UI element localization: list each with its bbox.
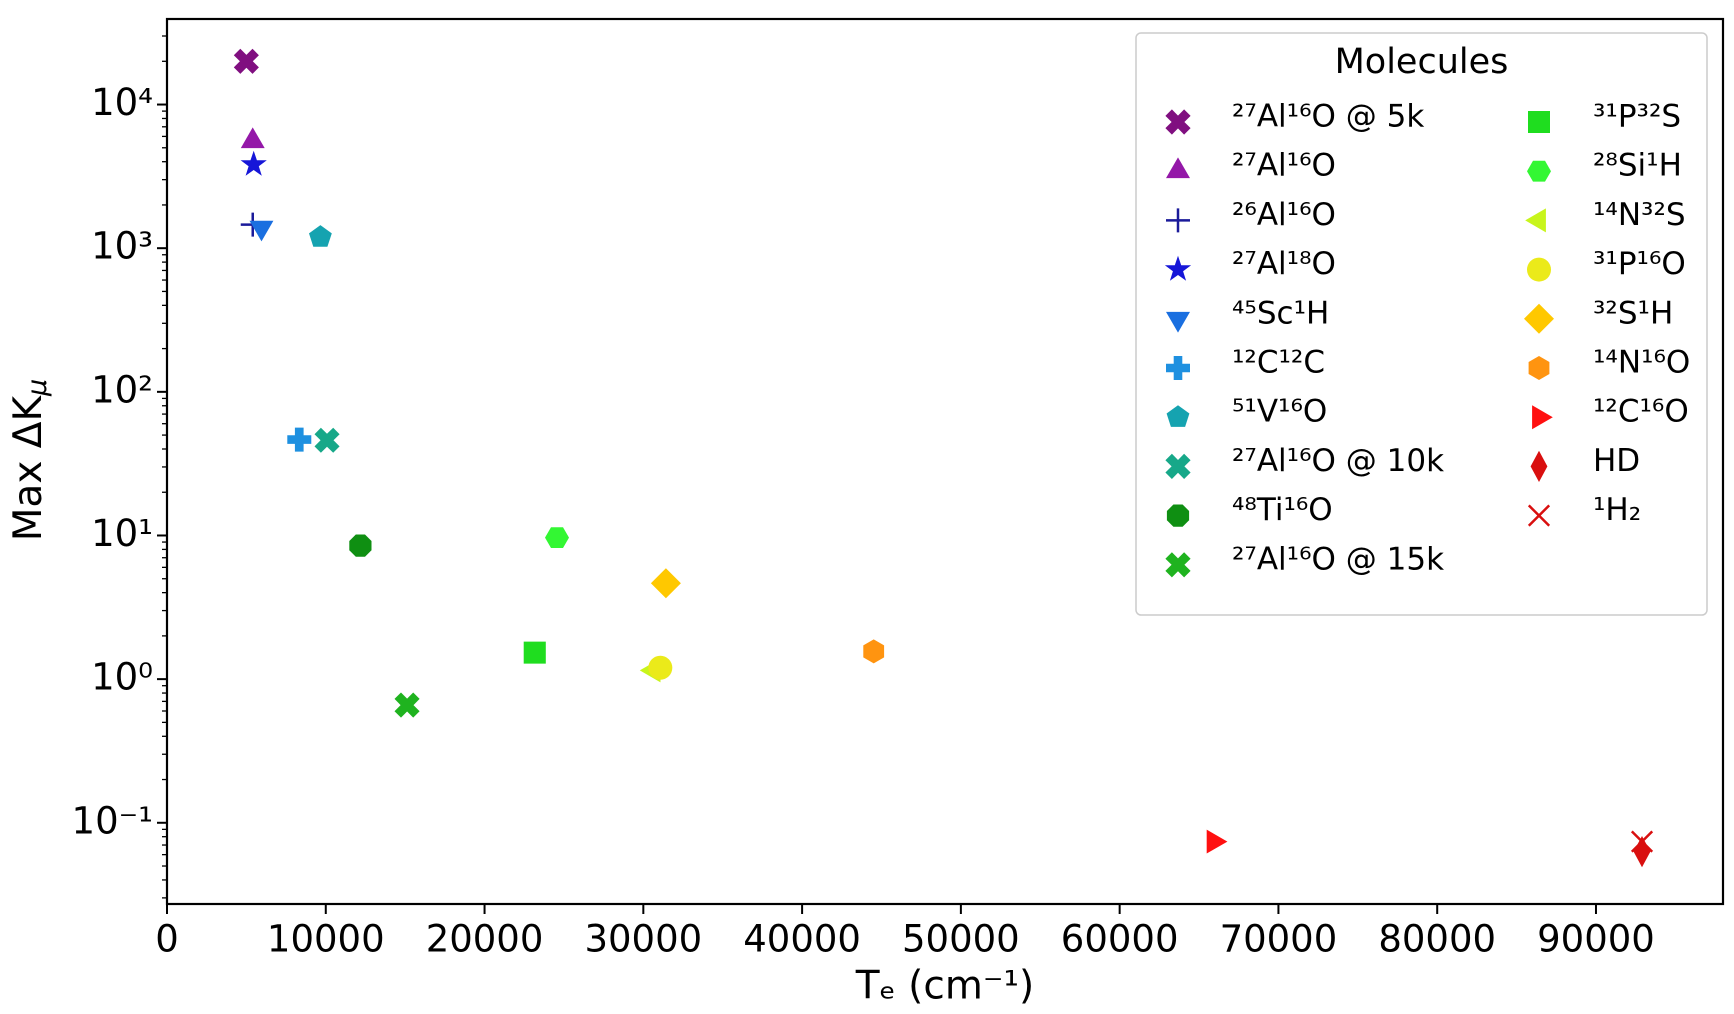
y-tick-label: 10¹ (91, 512, 153, 555)
legend-label: ²⁷Al¹⁶O @ 10k (1232, 443, 1444, 479)
data-point (1630, 830, 1654, 853)
y-axis-label: Max ΔKμ (6, 379, 53, 541)
legend-marker (1165, 552, 1191, 578)
y-tick-label: 10⁴ (91, 81, 153, 124)
legend-label: ⁵¹V¹⁶O (1232, 394, 1327, 430)
legend-marker (1525, 208, 1546, 233)
data-point (523, 641, 546, 664)
legend-marker (1166, 356, 1190, 380)
data-point (309, 225, 332, 247)
legend-label: ¹⁴N³²S (1593, 197, 1686, 233)
legend-marker (1527, 504, 1551, 527)
y-tick-label: 10⁻¹ (72, 799, 153, 842)
legend-label: ²⁸Si¹H (1593, 148, 1682, 184)
legend-label: ¹²C¹²C (1232, 345, 1325, 381)
legend-title: Molecules (1335, 42, 1509, 82)
data-point (648, 655, 673, 680)
data-point (240, 150, 267, 176)
x-axis-label: Tₑ (cm⁻¹) (855, 964, 1035, 1009)
legend-marker (1532, 405, 1553, 430)
legend-marker (1166, 311, 1190, 333)
legend-marker (1524, 303, 1554, 334)
legend-label: HD (1593, 443, 1640, 479)
x-tick-label: 70000 (1220, 918, 1338, 961)
legend-marker (1164, 255, 1192, 281)
legend-marker (1166, 405, 1190, 427)
data-point (314, 427, 340, 453)
data-point (287, 427, 312, 452)
data-point (394, 692, 420, 718)
data-point (233, 48, 259, 74)
legend-label: ²⁷Al¹⁸O (1232, 246, 1336, 282)
x-tick-label: 20000 (426, 918, 544, 961)
x-tick-label: 10000 (267, 918, 385, 961)
data-point (349, 534, 372, 557)
legend-marker (1528, 111, 1550, 133)
y-tick-label: 10² (91, 368, 153, 411)
data-point (545, 527, 569, 548)
legend-label: ³¹P¹⁶O (1593, 246, 1686, 282)
legend-label: ³¹P³²S (1593, 99, 1681, 135)
legend-label: ²⁷Al¹⁶O @ 5k (1232, 99, 1424, 135)
data-point (1633, 836, 1651, 868)
legend-label: ²⁷Al¹⁶O (1232, 148, 1336, 184)
legend-marker (1166, 208, 1190, 233)
legend-box (1135, 32, 1708, 616)
data-point (863, 639, 885, 664)
x-tick-label: 80000 (1378, 918, 1496, 961)
data-point (650, 568, 681, 599)
y-axis-label-main: Max ΔK (6, 395, 51, 542)
y-tick-label: 10⁰ (91, 656, 153, 699)
data-point (240, 127, 265, 149)
legend-marker (1530, 450, 1548, 482)
legend-label: ⁴⁸Ti¹⁶O (1232, 492, 1333, 528)
x-tick-label: 40000 (743, 918, 861, 961)
x-tick-label: 0 (155, 918, 179, 961)
data-point (1206, 829, 1228, 854)
legend-label: ²⁷Al¹⁶O @ 15k (1232, 541, 1444, 577)
legend-label: ¹H₂ (1593, 492, 1641, 528)
x-tick-label: 50000 (902, 918, 1020, 961)
data-point (249, 220, 274, 242)
y-tick-label: 10³ (91, 225, 153, 268)
x-tick-label: 30000 (584, 918, 702, 961)
legend-label: ³²S¹H (1593, 295, 1673, 331)
legend-marker (1165, 453, 1191, 479)
x-tick-label: 90000 (1537, 918, 1655, 961)
legend-label: ¹²C¹⁶O (1593, 394, 1689, 430)
y-axis-label-sub: μ (22, 379, 53, 397)
legend-label: ²⁶Al¹⁶O (1232, 197, 1336, 233)
legend-marker (1527, 160, 1551, 182)
legend-label: ¹⁴N¹⁶O (1593, 345, 1690, 381)
legend-marker (1166, 504, 1190, 527)
plot-frame (165, 17, 1725, 906)
legend-label: ⁴⁵Sc¹H (1232, 295, 1329, 331)
legend-marker (1166, 157, 1190, 179)
legend-marker (1528, 356, 1550, 380)
legend-marker (1165, 109, 1191, 135)
x-tick-label: 60000 (1061, 918, 1179, 961)
legend-marker (1527, 257, 1551, 282)
